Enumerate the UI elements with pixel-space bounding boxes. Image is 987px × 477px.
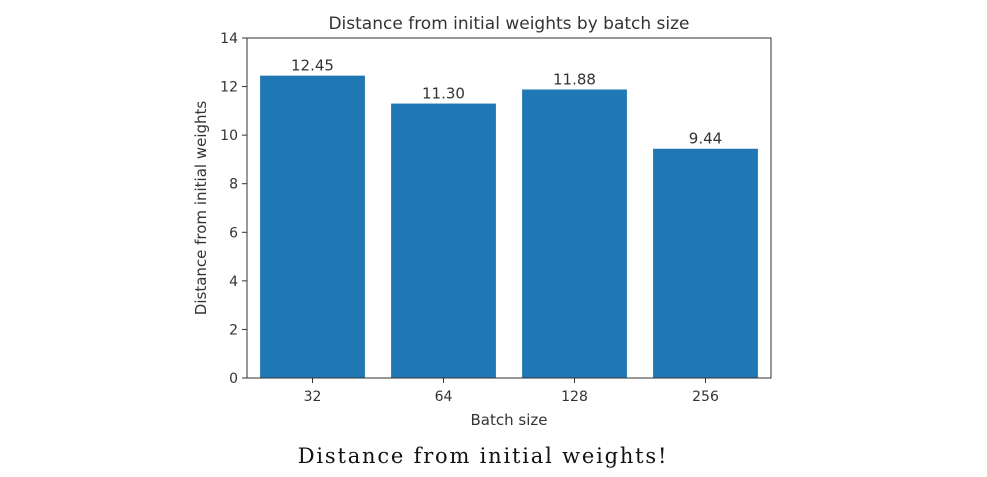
x-axis-ticks: 32 64 128 256 (304, 378, 719, 405)
bar-32 (260, 75, 365, 378)
chart-title: Distance from initial weights by batch s… (328, 14, 689, 34)
bar-value-label: 11.88 (553, 70, 596, 88)
bar-value-label: 11.30 (422, 85, 465, 103)
y-tick-label: 8 (229, 177, 238, 193)
plot-frame (246, 37, 772, 379)
bar-256 (653, 148, 758, 378)
bars-layer: 12.45 11.30 11.88 9.44 (260, 57, 758, 379)
y-tick-label: 0 (229, 371, 238, 387)
x-tick-label: 32 (304, 389, 322, 405)
bar-128 (522, 89, 627, 379)
y-tick-label: 12 (220, 80, 238, 96)
y-tick-label: 2 (229, 322, 238, 338)
bar-64 (391, 103, 496, 378)
bar-value-label: 12.45 (291, 57, 334, 75)
x-axis-label: Batch size (471, 411, 548, 429)
y-tick-label: 14 (220, 31, 238, 47)
x-tick-label: 64 (435, 389, 453, 405)
bar-value-label: 9.44 (689, 130, 722, 148)
y-tick-label: 4 (229, 274, 238, 290)
x-tick-label: 128 (561, 389, 588, 405)
y-tick-label: 6 (229, 225, 238, 241)
y-tick-label: 10 (220, 128, 238, 144)
bar-chart: Distance from initial weights by batch s… (192, 14, 772, 429)
x-tick-label: 256 (692, 389, 719, 405)
figure-caption: Distance from initial weights! (297, 444, 669, 468)
y-axis-ticks: 0 2 4 6 8 10 12 14 (220, 31, 247, 387)
y-axis-label: Distance from initial weights (192, 101, 210, 316)
